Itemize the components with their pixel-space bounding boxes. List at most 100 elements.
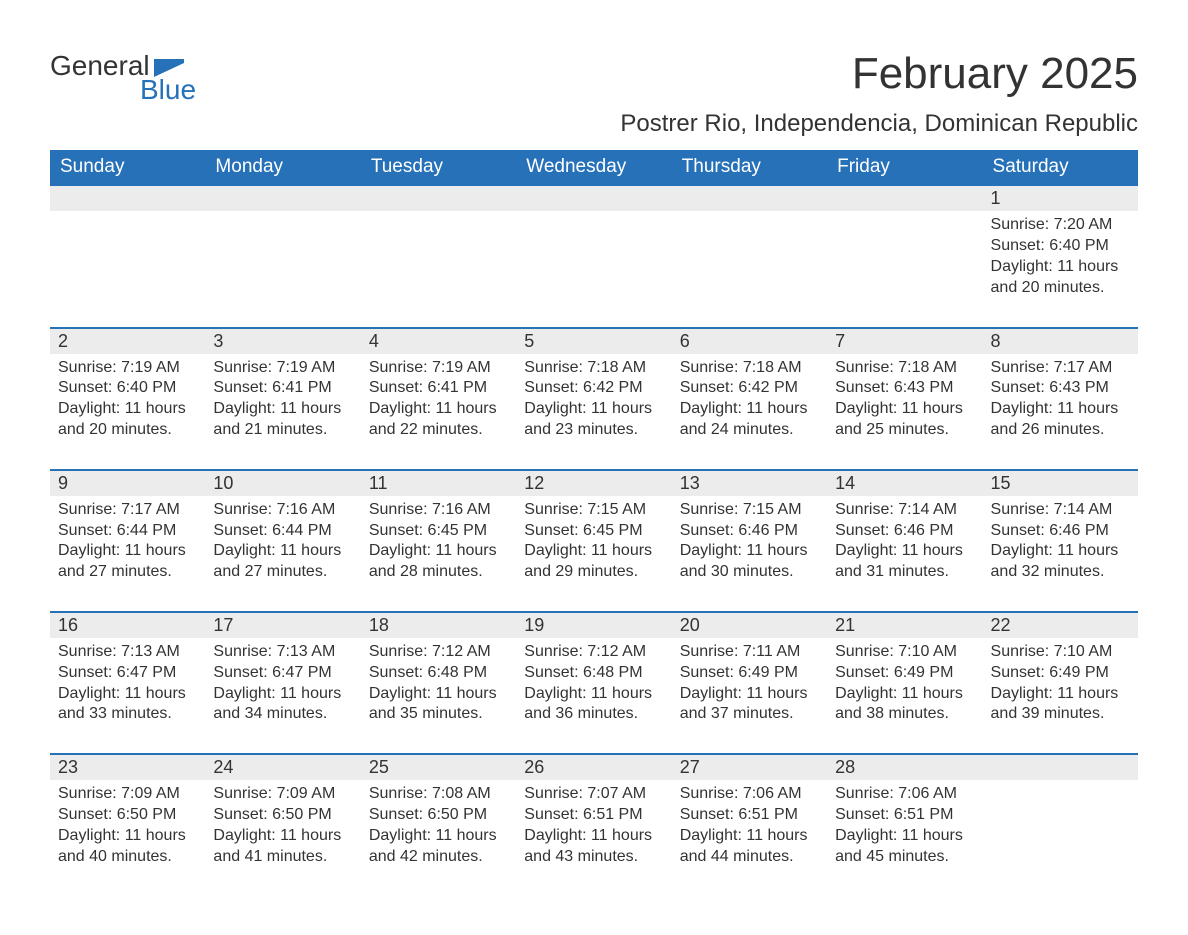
daylight2-text: and 20 minutes. <box>58 420 197 441</box>
day-detail-cell: Sunrise: 7:18 AMSunset: 6:43 PMDaylight:… <box>827 354 982 470</box>
day-detail-cell: Sunrise: 7:10 AMSunset: 6:49 PMDaylight:… <box>827 638 982 754</box>
day-number-cell: 17 <box>205 612 360 638</box>
day-number: 20 <box>680 615 700 635</box>
sunrise-text: Sunrise: 7:18 AM <box>524 358 663 379</box>
day-number-cell: 2 <box>50 328 205 354</box>
daylight1-text: Daylight: 11 hours <box>213 684 352 705</box>
day-number: 18 <box>369 615 389 635</box>
weekday-header: Wednesday <box>516 150 671 185</box>
day-number-cell: 21 <box>827 612 982 638</box>
daylight1-text: Daylight: 11 hours <box>680 826 819 847</box>
daylight2-text: and 29 minutes. <box>524 562 663 583</box>
daylight2-text: and 41 minutes. <box>213 847 352 868</box>
sunrise-text: Sunrise: 7:19 AM <box>213 358 352 379</box>
sunset-text: Sunset: 6:50 PM <box>58 805 197 826</box>
day-detail-cell: Sunrise: 7:09 AMSunset: 6:50 PMDaylight:… <box>205 780 360 895</box>
sunrise-text: Sunrise: 7:08 AM <box>369 784 508 805</box>
daylight1-text: Daylight: 11 hours <box>991 541 1130 562</box>
weekday-header: Sunday <box>50 150 205 185</box>
day-number-cell: 12 <box>516 470 671 496</box>
day-number: 7 <box>835 331 845 351</box>
daylight1-text: Daylight: 11 hours <box>369 684 508 705</box>
day-number-cell: 20 <box>672 612 827 638</box>
day-detail-cell: Sunrise: 7:14 AMSunset: 6:46 PMDaylight:… <box>827 496 982 612</box>
daylight1-text: Daylight: 11 hours <box>680 399 819 420</box>
sunset-text: Sunset: 6:41 PM <box>213 378 352 399</box>
daylight1-text: Daylight: 11 hours <box>991 399 1130 420</box>
weekday-header: Monday <box>205 150 360 185</box>
sunset-text: Sunset: 6:40 PM <box>58 378 197 399</box>
sunset-text: Sunset: 6:44 PM <box>213 521 352 542</box>
sunset-text: Sunset: 6:46 PM <box>835 521 974 542</box>
day-number: 26 <box>524 757 544 777</box>
day-number-cell: 11 <box>361 470 516 496</box>
daylight1-text: Daylight: 11 hours <box>58 684 197 705</box>
sunrise-text: Sunrise: 7:11 AM <box>680 642 819 663</box>
daylight2-text: and 34 minutes. <box>213 704 352 725</box>
day-detail-cell: Sunrise: 7:15 AMSunset: 6:45 PMDaylight:… <box>516 496 671 612</box>
sunrise-text: Sunrise: 7:12 AM <box>369 642 508 663</box>
daynum-row: 16171819202122 <box>50 612 1138 638</box>
day-number: 17 <box>213 615 233 635</box>
day-detail-cell: Sunrise: 7:06 AMSunset: 6:51 PMDaylight:… <box>672 780 827 895</box>
daylight1-text: Daylight: 11 hours <box>58 826 197 847</box>
sunset-text: Sunset: 6:48 PM <box>524 663 663 684</box>
sunrise-text: Sunrise: 7:15 AM <box>524 500 663 521</box>
day-number: 4 <box>369 331 379 351</box>
day-number: 1 <box>991 188 1001 208</box>
day-number-cell: 24 <box>205 754 360 780</box>
daynum-row: 1 <box>50 185 1138 211</box>
sunrise-text: Sunrise: 7:17 AM <box>58 500 197 521</box>
day-number-cell: 22 <box>983 612 1138 638</box>
day-detail-cell: Sunrise: 7:19 AMSunset: 6:40 PMDaylight:… <box>50 354 205 470</box>
daylight1-text: Daylight: 11 hours <box>213 826 352 847</box>
sunrise-text: Sunrise: 7:09 AM <box>213 784 352 805</box>
day-number-cell: 27 <box>672 754 827 780</box>
day-number: 27 <box>680 757 700 777</box>
calendar-body: 1 Sunrise: 7:20 AMSunset: 6:40 PMDayligh… <box>50 185 1138 895</box>
sunrise-text: Sunrise: 7:09 AM <box>58 784 197 805</box>
day-number-cell: 15 <box>983 470 1138 496</box>
calendar-page: General Blue February 2025 Postrer Rio, … <box>0 0 1188 935</box>
day-number: 28 <box>835 757 855 777</box>
sunset-text: Sunset: 6:50 PM <box>369 805 508 826</box>
topbar: General Blue February 2025 Postrer Rio, … <box>50 50 1138 138</box>
day-number-cell <box>205 185 360 211</box>
logo: General Blue <box>50 50 250 120</box>
day-detail-cell: Sunrise: 7:16 AMSunset: 6:44 PMDaylight:… <box>205 496 360 612</box>
day-number: 6 <box>680 331 690 351</box>
daylight2-text: and 38 minutes. <box>835 704 974 725</box>
sunset-text: Sunset: 6:43 PM <box>835 378 974 399</box>
daylight2-text: and 31 minutes. <box>835 562 974 583</box>
daylight2-text: and 35 minutes. <box>369 704 508 725</box>
detail-row: Sunrise: 7:19 AM Sunset: 6:40 PM Daylight:… <box>50 354 1138 470</box>
day-number-cell: 6 <box>672 328 827 354</box>
daylight2-text: and 25 minutes. <box>835 420 974 441</box>
daylight1-text: Daylight: 11 hours <box>835 541 974 562</box>
daylight1-text: Daylight: 11 hours <box>991 257 1130 278</box>
daylight2-text: and 36 minutes. <box>524 704 663 725</box>
day-number-cell: 5 <box>516 328 671 354</box>
logo-word1: General <box>50 50 150 82</box>
day-number: 10 <box>213 473 233 493</box>
day-number: 24 <box>213 757 233 777</box>
daylight2-text: and 24 minutes. <box>680 420 819 441</box>
daylight2-text: and 27 minutes. <box>58 562 197 583</box>
day-number-cell: 8 <box>983 328 1138 354</box>
daylight2-text: and 30 minutes. <box>680 562 819 583</box>
weekday-header: Friday <box>827 150 982 185</box>
daylight1-text: Daylight: 11 hours <box>369 541 508 562</box>
day-detail-cell <box>672 211 827 327</box>
daylight1-text: Daylight: 11 hours <box>835 684 974 705</box>
day-number: 21 <box>835 615 855 635</box>
day-number-cell: 28 <box>827 754 982 780</box>
sunset-text: Sunset: 6:51 PM <box>524 805 663 826</box>
weekday-header: Tuesday <box>361 150 516 185</box>
day-number: 13 <box>680 473 700 493</box>
daylight1-text: Daylight: 11 hours <box>213 541 352 562</box>
day-number: 12 <box>524 473 544 493</box>
detail-row: Sunrise: 7:17 AMSunset: 6:44 PMDaylight:… <box>50 496 1138 612</box>
day-detail-cell <box>361 211 516 327</box>
sunrise-text: Sunrise: 7:16 AM <box>213 500 352 521</box>
day-number: 23 <box>58 757 78 777</box>
